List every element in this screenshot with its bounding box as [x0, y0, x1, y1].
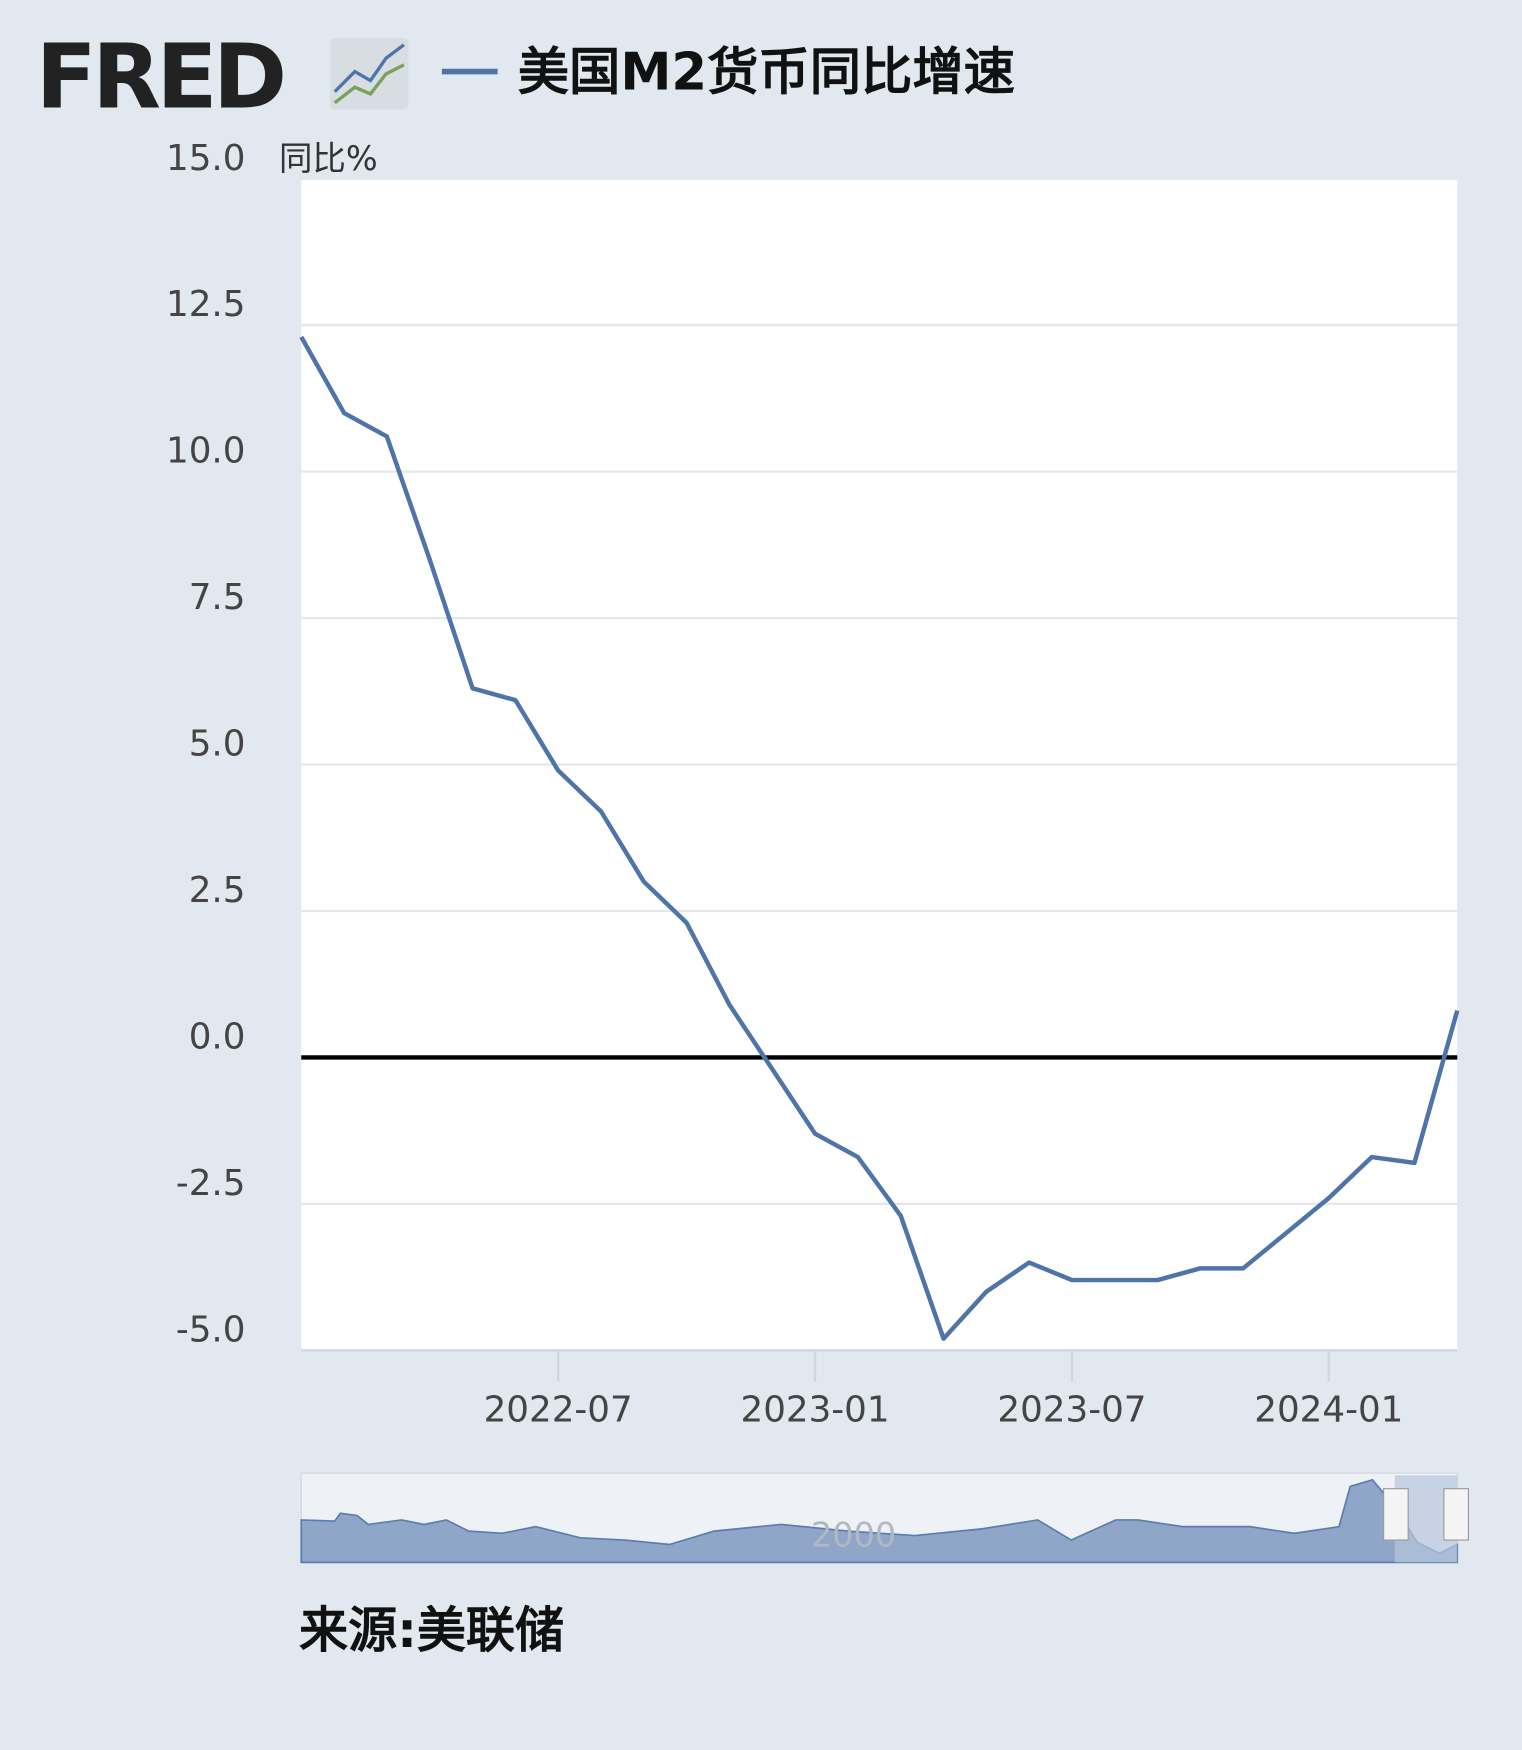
y-tick-label: 7.5 [189, 577, 246, 618]
x-tick-label: 2023-07 [997, 1390, 1146, 1431]
navigator-label: 2000 [811, 1516, 896, 1555]
y-tick-label: 10.0 [166, 431, 245, 472]
x-tick-label: 2024-01 [1254, 1390, 1403, 1431]
source-note: 来源:美联储 [299, 1601, 564, 1659]
logo: FRED [36, 25, 283, 129]
y-tick-label: 0.0 [189, 1017, 246, 1058]
y-tick-label: -5.0 [176, 1309, 246, 1350]
y-tick-label: 15.0 [166, 138, 245, 179]
x-tick-label: 2023-01 [740, 1390, 889, 1431]
y-tick-label: -2.5 [176, 1163, 246, 1204]
y-tick-label: 12.5 [166, 284, 245, 325]
series-line [299, 335, 1460, 1341]
legend-entry: 美国M2货币同比增速 [518, 42, 1015, 102]
navigator [300, 1472, 1469, 1564]
y-tick-label: 2.5 [189, 870, 246, 911]
logo-icon [330, 38, 409, 110]
y-axis-label: 同比% [279, 139, 378, 178]
x-tick-label: 2022-07 [484, 1390, 633, 1431]
y-tick-label: 5.0 [189, 724, 246, 765]
